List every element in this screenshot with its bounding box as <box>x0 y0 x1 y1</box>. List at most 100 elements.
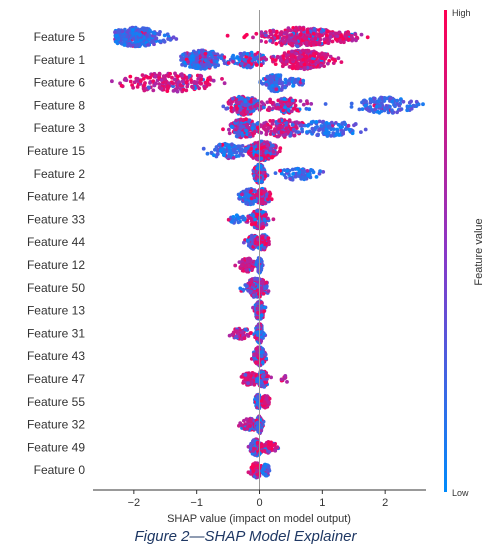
shap-point <box>266 374 270 378</box>
shap-point <box>135 31 139 36</box>
shap-point <box>259 300 264 305</box>
shap-point <box>275 102 280 107</box>
shap-point <box>365 35 370 40</box>
shap-point <box>259 146 264 150</box>
shap-point <box>260 81 265 86</box>
feature-label: Feature 13 <box>27 304 85 318</box>
beeswarm-points <box>110 25 425 480</box>
shap-point <box>275 54 280 59</box>
shap-point <box>138 33 142 37</box>
shap-point <box>341 37 346 42</box>
shap-point <box>382 106 387 111</box>
shap-point <box>254 157 259 161</box>
shap-point <box>265 100 270 105</box>
shap-point <box>231 156 236 160</box>
shap-point <box>277 149 282 154</box>
shap-point <box>239 330 244 335</box>
shap-point <box>255 315 260 320</box>
shap-point <box>290 167 295 172</box>
shap-point <box>135 77 140 81</box>
shap-point <box>395 110 399 115</box>
shap-point <box>302 169 306 174</box>
shap-point <box>243 373 248 377</box>
shap-point <box>230 55 235 60</box>
shap-point <box>238 108 243 112</box>
feature-row-points <box>242 233 271 252</box>
shap-point <box>342 40 346 45</box>
shap-point <box>287 118 292 123</box>
shap-point <box>289 33 294 37</box>
feature-row-points <box>221 117 368 140</box>
shap-point <box>148 75 153 80</box>
shap-point <box>231 218 236 223</box>
shap-point <box>325 128 329 132</box>
shap-point <box>122 34 126 38</box>
shap-point <box>297 170 302 174</box>
shap-point <box>299 123 304 128</box>
shap-point <box>255 166 260 171</box>
shap-point <box>308 54 313 58</box>
shap-point <box>255 209 259 213</box>
shap-point <box>138 82 143 86</box>
shap-point <box>269 155 274 160</box>
shap-point <box>263 123 268 128</box>
shap-point <box>319 56 324 61</box>
feature-label: Feature 50 <box>27 281 85 295</box>
shap-point <box>246 63 251 68</box>
shap-point <box>294 51 299 56</box>
shap-point <box>231 96 235 101</box>
shap-point <box>131 85 136 90</box>
shap-point <box>253 104 257 109</box>
shap-point <box>325 134 330 138</box>
shap-point <box>369 99 373 104</box>
shap-point <box>148 81 152 85</box>
shap-point <box>290 54 295 59</box>
shap-point <box>240 144 245 148</box>
shap-point <box>327 130 331 135</box>
shap-point <box>245 189 250 193</box>
shap-point <box>265 149 269 154</box>
shap-point <box>261 170 265 175</box>
feature-row-points <box>251 162 326 185</box>
shap-point <box>278 146 283 151</box>
shap-point <box>339 60 344 64</box>
shap-point <box>248 105 253 110</box>
shap-point <box>254 55 259 60</box>
shap-point <box>305 130 309 134</box>
shap-point <box>390 108 394 113</box>
feature-row-points <box>253 392 272 411</box>
shap-point <box>284 175 288 180</box>
shap-point <box>262 55 267 60</box>
shap-point <box>146 43 151 47</box>
shap-point <box>128 74 133 79</box>
shap-point <box>279 88 284 92</box>
shap-point <box>232 108 236 112</box>
shap-point <box>279 130 284 135</box>
shap-point <box>333 58 337 63</box>
shap-point <box>239 147 243 152</box>
shap-point <box>247 263 251 268</box>
shap-point <box>262 190 266 195</box>
shap-point <box>153 74 158 79</box>
shap-point <box>249 146 254 151</box>
shap-point <box>281 36 286 40</box>
shap-point <box>284 121 288 126</box>
shap-point <box>255 379 260 384</box>
shap-point <box>279 377 284 382</box>
shap-point <box>354 38 358 43</box>
shap-point <box>139 38 143 42</box>
shap-point <box>300 48 305 53</box>
shap-point <box>250 278 254 283</box>
shap-point <box>166 74 171 79</box>
shap-point <box>208 75 212 80</box>
shap-point <box>262 305 267 310</box>
shap-point <box>188 58 193 62</box>
shap-point <box>203 51 208 56</box>
shap-point <box>310 37 315 41</box>
shap-point <box>254 153 259 158</box>
shap-point <box>359 32 364 37</box>
shap-point <box>294 124 298 129</box>
shap-point <box>298 33 303 37</box>
shap-point <box>319 29 324 34</box>
shap-point <box>238 126 243 131</box>
